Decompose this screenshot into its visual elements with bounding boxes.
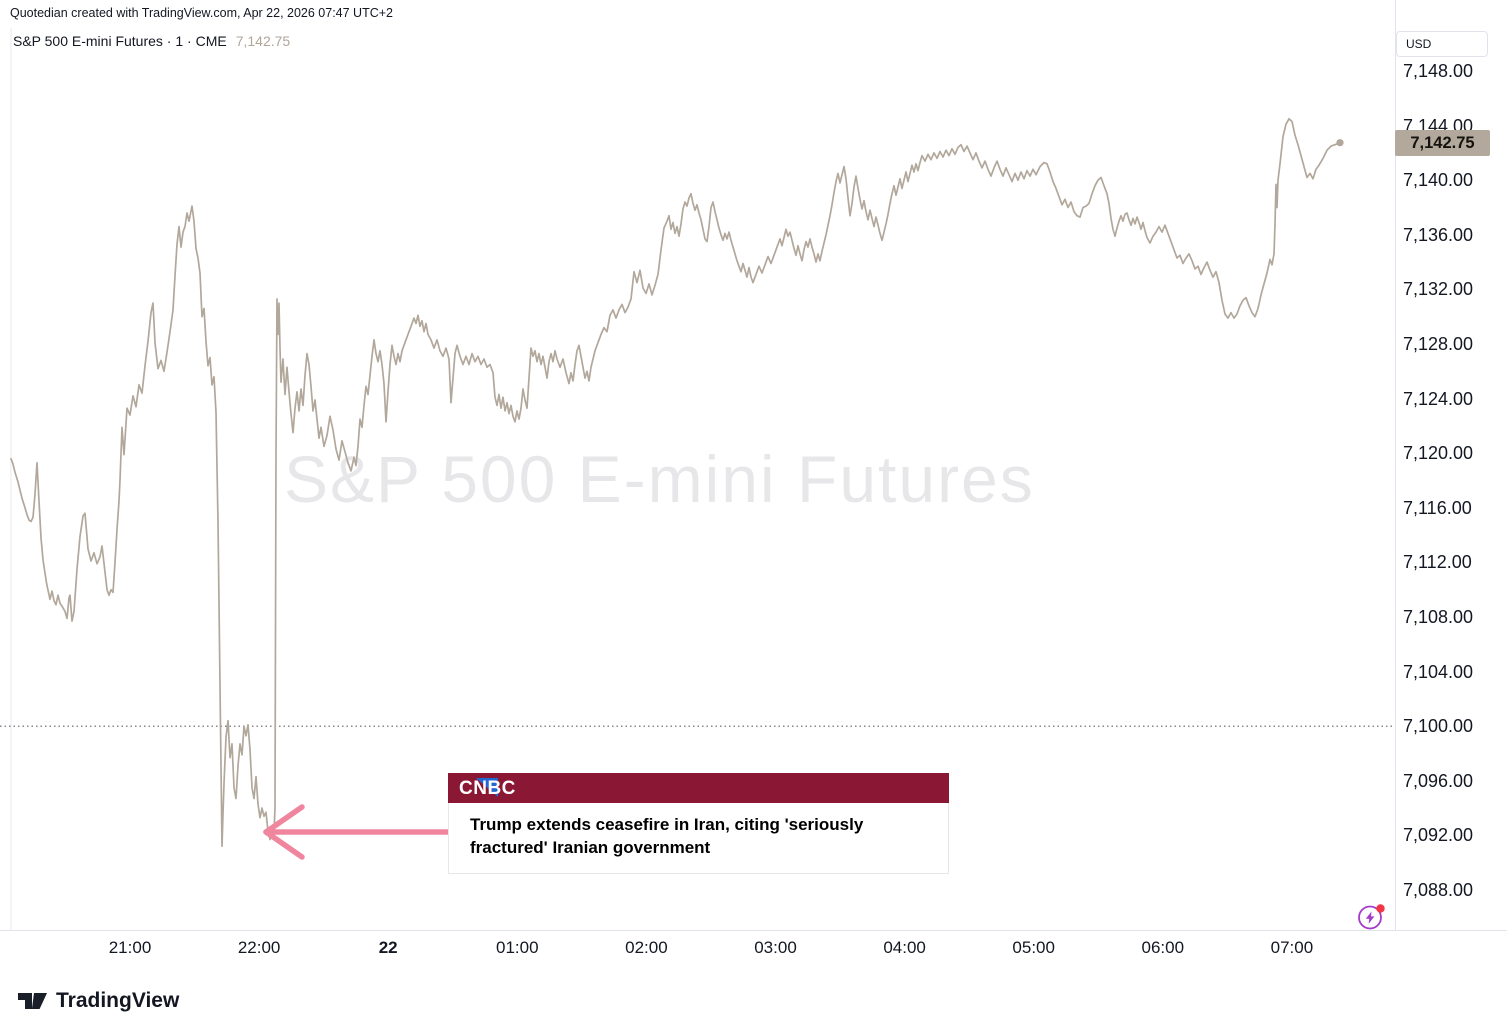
price-axis-label: 7,108.00 — [1403, 607, 1474, 627]
tradingview-mark-icon — [18, 993, 47, 1009]
news-headline: Trump extends ceasefire in Iran, citing … — [448, 803, 949, 874]
attribution-text: Quotedian created with TradingView.com, … — [10, 6, 393, 20]
time-axis-label: 07:00 — [1270, 938, 1314, 957]
price-axis-label: 7,104.00 — [1403, 661, 1474, 682]
time-axis-label: 01:00 — [496, 938, 539, 957]
time-axis-label: 03:00 — [754, 938, 797, 957]
time-axis-label: 05:00 — [1012, 938, 1055, 957]
time-axis-label: 22 — [378, 938, 398, 957]
price-axis-label: 7,136.00 — [1403, 224, 1474, 245]
price-axis-label: 7,092.00 — [1403, 825, 1474, 846]
chart-watermark: S&P 500 E-mini Futures — [284, 442, 1035, 516]
tradingview-footer-logo[interactable]: TradingView — [17, 987, 179, 1014]
svg-text:CNBC: CNBC — [459, 778, 516, 799]
time-axis-label: 04:00 — [883, 938, 926, 957]
last-price-badge: 7,142.75 — [1395, 129, 1490, 156]
price-axis-label: 7,128.00 — [1403, 334, 1474, 354]
alert-red-dot — [1376, 904, 1385, 913]
time-axis-label: 06:00 — [1141, 938, 1185, 957]
time-axis-label: 02:00 — [625, 938, 668, 957]
price-axis-label: 7,116.00 — [1403, 497, 1472, 518]
time-axis-label: 21:00 — [108, 938, 152, 957]
price-axis-label: 7,096.00 — [1403, 770, 1474, 791]
price-axis-label: 7,088.00 — [1403, 880, 1474, 900]
price-axis-label: 7,124.00 — [1403, 388, 1474, 409]
news-card-header: CNBC — [448, 773, 949, 803]
cnbc-logo-icon: CNBC — [459, 778, 516, 799]
currency-button[interactable]: USD — [1396, 31, 1488, 57]
last-price-dot — [1336, 139, 1344, 147]
price-series-line — [10, 117, 1341, 848]
tradingview-brand-text: TradingView — [56, 988, 180, 1012]
lightning-alert-icon[interactable] — [1356, 901, 1388, 933]
price-axis-label: 7,120.00 — [1403, 443, 1474, 464]
price-axis-label: 7,140.00 — [1403, 170, 1474, 191]
price-axis-label: 7,100.00 — [1403, 716, 1474, 737]
symbol-title: S&P 500 E-mini Futures · 1 · CME — [13, 33, 227, 49]
legend-last-price: 7,142.75 — [235, 33, 291, 49]
news-arrow-icon[interactable] — [256, 798, 456, 868]
price-axis-label: 7,112.00 — [1403, 552, 1472, 573]
news-card[interactable]: CNBC Trump extends ceasefire in Iran, ci… — [448, 773, 949, 874]
chart-legend[interactable]: S&P 500 E-mini Futures · 1 · CME 7,142.75 — [13, 33, 290, 49]
time-axis-label: 22:00 — [237, 938, 281, 957]
price-axis-label: 7,132.00 — [1403, 279, 1474, 300]
price-axis-label: 7,148.00 — [1403, 61, 1474, 81]
